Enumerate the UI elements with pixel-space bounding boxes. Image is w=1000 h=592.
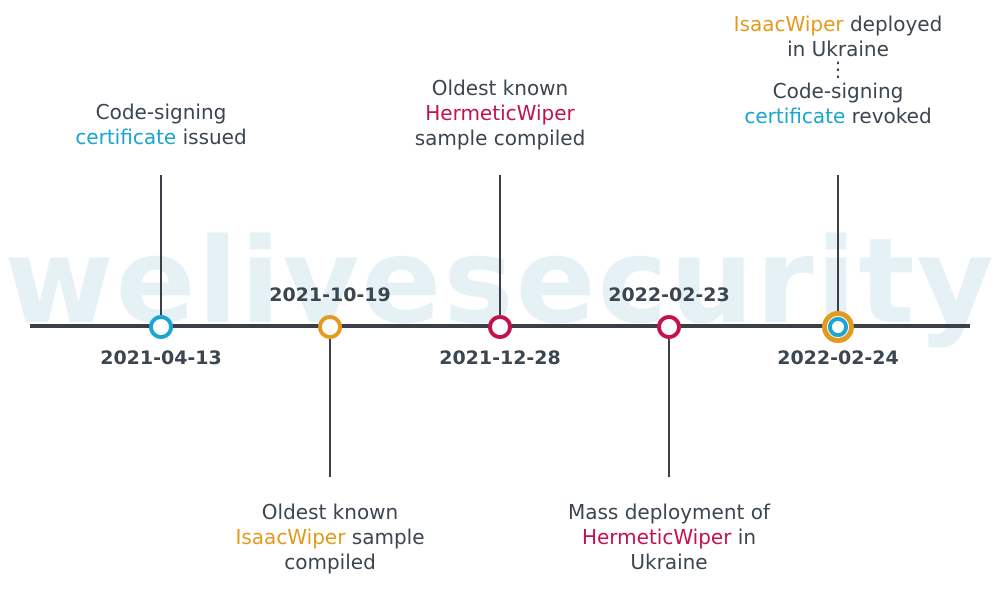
certificate-highlight: certificate [744, 104, 846, 128]
event-1-label-line1: Code-signing [95, 100, 227, 124]
event-4-stem [668, 339, 670, 477]
event-5-label-line3: Code-signing [772, 79, 904, 103]
event-2-node [318, 315, 342, 339]
isaacwiper-highlight: IsaacWiper [733, 12, 844, 36]
event-5-label-line1-rest: deployed [843, 12, 943, 36]
event-5-date: 2022-02-24 [777, 347, 899, 369]
event-2-date: 2021-10-19 [269, 284, 391, 306]
event-2-label-line2: IsaacWiper sample [190, 525, 470, 550]
event-5-label: IsaacWiper deployed in Ukraine ⋮ Code-si… [698, 12, 978, 129]
event-4-label-line2: HermeticWiper in [529, 525, 809, 550]
event-1-label: Code-signing certificate issued [21, 100, 301, 150]
event-4-node [657, 315, 681, 339]
event-1-date: 2021-04-13 [100, 347, 222, 369]
event-5-label-line4: certificate revoked [698, 104, 978, 129]
event-3-label: Oldest known HermeticWiper sample compil… [360, 76, 640, 151]
event-3-label-line3: sample compiled [414, 126, 586, 150]
event-4-label-line3: Ukraine [630, 550, 708, 574]
vertical-ellipsis-separator: ⋮ [828, 57, 848, 81]
event-5-label-line4-rest: revoked [845, 104, 932, 128]
event-2-label: Oldest known IsaacWiper sample compiled [190, 500, 470, 575]
event-5-node-inner [828, 317, 848, 337]
event-1-label-line2: certificate issued [21, 125, 301, 150]
hermeticwiper-highlight: HermeticWiper [425, 101, 575, 125]
event-1-node [149, 315, 173, 339]
event-1-stem [160, 175, 162, 315]
event-2-label-line1: Oldest known [261, 500, 399, 524]
event-4-label: Mass deployment of HermeticWiper in Ukra… [529, 500, 809, 575]
event-3-node [488, 315, 512, 339]
event-3-label-line1: Oldest known [431, 76, 569, 100]
event-2-label-line3: compiled [284, 550, 376, 574]
event-5-label-line2: in Ukraine [787, 37, 889, 61]
event-1-label-line2-rest: issued [176, 125, 247, 149]
event-2-label-line2-rest: sample [345, 525, 425, 549]
event-5-stem [837, 175, 839, 313]
event-2-stem [329, 339, 331, 477]
event-5-node-outer [822, 311, 854, 343]
isaacwiper-highlight: IsaacWiper [235, 525, 346, 549]
event-4-label-line1: Mass deployment of [568, 500, 770, 524]
event-3-date: 2021-12-28 [439, 347, 561, 369]
event-4-label-line2-rest: in [731, 525, 757, 549]
event-3-stem [499, 175, 501, 315]
hermeticwiper-highlight: HermeticWiper [581, 525, 732, 549]
certificate-highlight: certificate [75, 125, 177, 149]
event-4-date: 2022-02-23 [608, 284, 730, 306]
event-5-label-line1: IsaacWiper deployed [698, 12, 978, 37]
